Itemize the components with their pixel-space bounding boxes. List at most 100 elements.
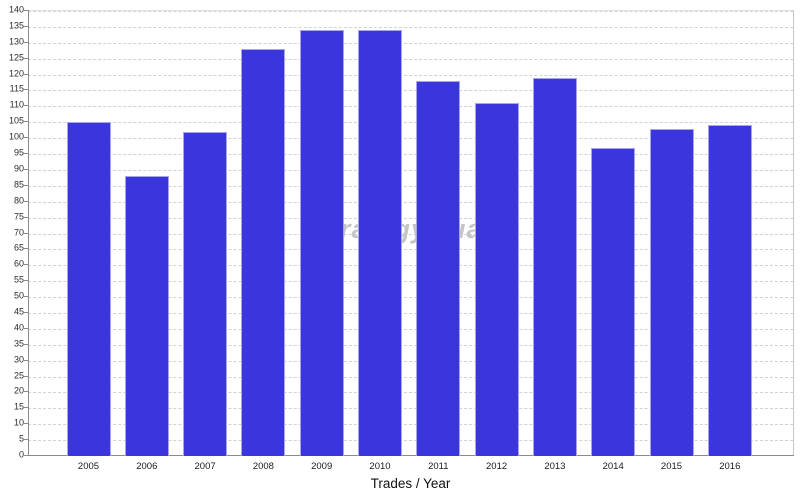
x-tick-label-2007: 2007 <box>194 461 216 472</box>
gridline-135 <box>28 26 793 28</box>
x-axis-line <box>28 455 794 456</box>
bar-2009 <box>299 30 344 456</box>
x-tick-label-2010: 2010 <box>369 461 391 472</box>
gridline-75 <box>28 217 793 219</box>
y-tick-label-130: 130 <box>8 36 24 47</box>
gridline-35 <box>28 344 793 346</box>
x-tick-label-2006: 2006 <box>136 461 158 472</box>
y-tick-135 <box>24 25 28 27</box>
gridline-140 <box>28 11 793 12</box>
y-tick-label-60: 60 <box>13 258 24 269</box>
gridline-90 <box>28 169 793 171</box>
gridline-125 <box>28 58 793 60</box>
y-tick-45 <box>24 311 28 313</box>
gridline-100 <box>28 138 793 140</box>
y-tick-70 <box>24 232 28 234</box>
gridline-40 <box>28 328 793 330</box>
y-tick-label-90: 90 <box>13 163 24 174</box>
y-tick-90 <box>24 168 28 170</box>
y-tick-110 <box>24 105 28 107</box>
y-tick-55 <box>24 280 28 282</box>
y-tick-120 <box>24 73 28 75</box>
bar-2012 <box>474 103 519 456</box>
y-tick-85 <box>24 184 28 186</box>
gridline-65 <box>28 249 793 251</box>
y-tick-75 <box>24 216 28 218</box>
x-tick-label-2009: 2009 <box>311 461 333 472</box>
y-tick-label-95: 95 <box>13 147 24 158</box>
y-tick-label-5: 5 <box>18 433 24 444</box>
y-tick-0 <box>24 455 28 456</box>
gridline-130 <box>28 42 793 44</box>
y-tick-label-20: 20 <box>13 385 24 396</box>
y-tick-115 <box>24 89 28 91</box>
y-tick-label-30: 30 <box>13 354 24 365</box>
y-tick-label-65: 65 <box>13 242 24 253</box>
gridline-50 <box>28 297 793 299</box>
bar-2008 <box>241 49 286 456</box>
bar-2013 <box>532 77 577 456</box>
plot-area: StrategyQuant <box>28 10 794 456</box>
y-tick-label-70: 70 <box>13 227 24 237</box>
y-tick-label-120: 120 <box>8 68 24 79</box>
y-tick-label-75: 75 <box>13 211 24 222</box>
bar-2014 <box>591 147 636 456</box>
y-tick-130 <box>24 41 28 43</box>
y-tick-10 <box>24 423 28 425</box>
gridline-60 <box>28 265 793 267</box>
y-tick-label-15: 15 <box>13 401 24 412</box>
x-tick-label-2013: 2013 <box>544 461 566 472</box>
y-tick-label-115: 115 <box>9 83 24 94</box>
gridline-25 <box>28 376 793 378</box>
bar-2007 <box>183 131 228 456</box>
gridline-105 <box>28 122 793 124</box>
y-tick-label-100: 100 <box>8 131 24 142</box>
y-tick-125 <box>24 57 28 59</box>
y-tick-label-0: 0 <box>18 449 24 460</box>
gridline-45 <box>28 312 793 314</box>
gridline-80 <box>28 201 793 203</box>
y-tick-15 <box>24 407 28 409</box>
y-tick-label-140: 140 <box>8 4 24 15</box>
gridline-55 <box>28 281 793 283</box>
y-tick-35 <box>24 343 28 345</box>
y-tick-label-110: 110 <box>9 99 24 110</box>
x-tick-label-2015: 2015 <box>660 461 683 472</box>
y-tick-80 <box>24 200 28 202</box>
x-tick-label-2011: 2011 <box>428 461 449 472</box>
bar-2005 <box>66 122 111 456</box>
gridline-10 <box>28 424 793 426</box>
y-tick-25 <box>24 375 28 377</box>
y-tick-label-25: 25 <box>13 370 24 381</box>
bar-2011 <box>416 80 461 456</box>
y-tick-label-125: 125 <box>8 52 24 63</box>
gridline-85 <box>28 185 793 187</box>
gridline-110 <box>28 106 793 108</box>
bar-2006 <box>124 176 169 456</box>
y-tick-label-40: 40 <box>13 322 24 333</box>
y-tick-label-50: 50 <box>13 290 24 301</box>
gridline-20 <box>28 392 793 394</box>
y-tick-65 <box>24 248 28 250</box>
y-tick-label-10: 10 <box>13 417 24 428</box>
y-axis-line <box>28 10 29 456</box>
y-tick-label-55: 55 <box>13 274 24 285</box>
bar-2015 <box>649 128 694 456</box>
y-tick-label-105: 105 <box>8 115 24 126</box>
x-tick-label-2005: 2005 <box>77 461 100 472</box>
gridline-5 <box>28 440 793 442</box>
y-tick-100 <box>24 137 28 139</box>
bar-2010 <box>358 30 402 456</box>
gridline-95 <box>28 154 793 156</box>
y-tick-label-45: 45 <box>13 306 24 317</box>
gridline-70 <box>28 233 793 235</box>
x-tick-label-2008: 2008 <box>252 461 274 472</box>
y-tick-140 <box>24 10 28 11</box>
y-tick-20 <box>24 391 28 393</box>
gridline-120 <box>28 74 793 76</box>
x-axis-title: Trades / Year <box>370 476 451 491</box>
y-tick-30 <box>24 359 28 361</box>
gridline-15 <box>28 408 793 410</box>
y-tick-label-80: 80 <box>13 195 24 206</box>
